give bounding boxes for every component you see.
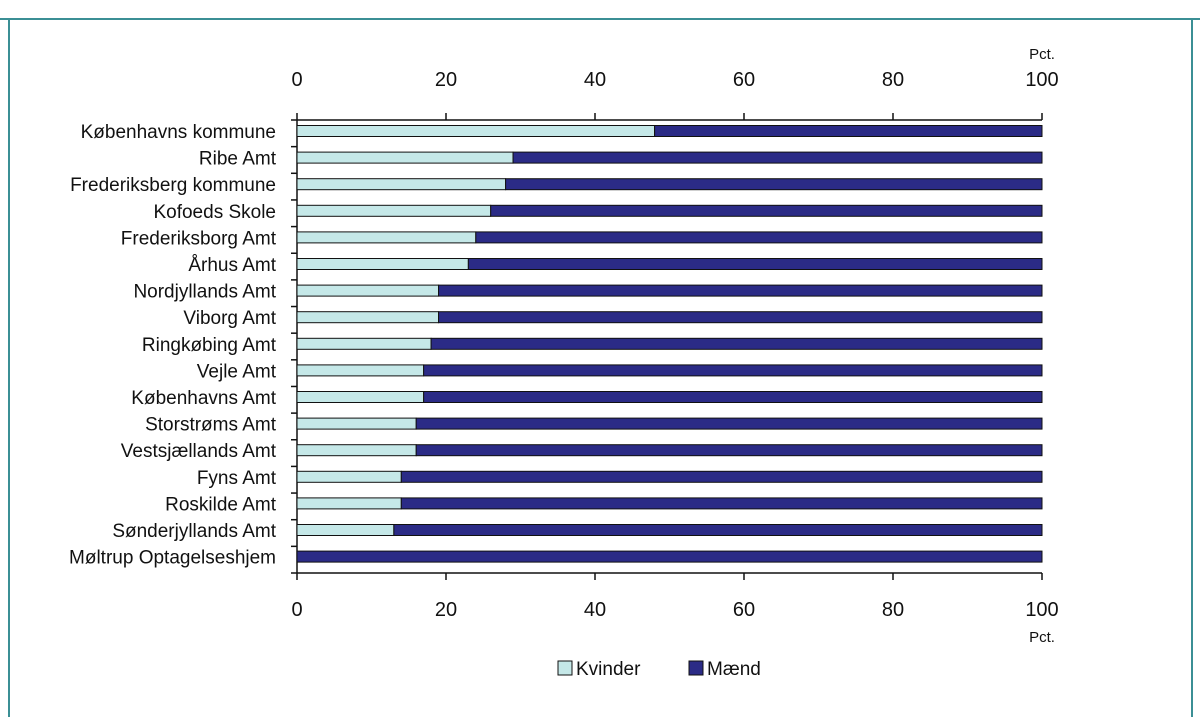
bar-maend bbox=[423, 391, 1043, 403]
bar-kvinder bbox=[296, 364, 425, 377]
category-label: Roskilde Amt bbox=[165, 494, 277, 515]
category-label: Ringkøbing Amt bbox=[142, 335, 277, 356]
category-label: Storstrøms Amt bbox=[145, 415, 277, 436]
x-tick-label-bottom: 20 bbox=[435, 599, 457, 621]
bar-kvinder bbox=[296, 284, 440, 297]
bar-kvinder bbox=[296, 391, 425, 403]
bar-kvinder bbox=[296, 417, 417, 430]
bar-maend bbox=[505, 178, 1043, 191]
bar-maend bbox=[423, 364, 1043, 377]
legend-label-maend: Mænd bbox=[707, 659, 761, 680]
x-axis-ticks: 0 0 20 20 40 40 60 60 80 80 100 100 bbox=[291, 69, 1058, 621]
legend-swatch-kvinder bbox=[557, 660, 573, 676]
bar-maend bbox=[475, 231, 1043, 244]
bar-kvinder bbox=[296, 524, 395, 536]
x-tick-label-top: 0 bbox=[291, 69, 302, 91]
legend-swatch-maend bbox=[688, 660, 704, 676]
bar-maend bbox=[512, 151, 1043, 164]
category-labels: Københavns kommune Ribe Amt Frederiksberg … bbox=[69, 122, 277, 569]
bar-maend bbox=[430, 337, 1043, 350]
bottom-axis-unit: Pct. bbox=[1029, 629, 1055, 646]
bar-maend bbox=[393, 524, 1043, 536]
bar-maend bbox=[296, 550, 1043, 563]
bar-kvinder bbox=[296, 444, 417, 457]
legend: Kvinder Mænd bbox=[557, 659, 761, 680]
bar-kvinder bbox=[296, 497, 402, 510]
category-label: Fyns Amt bbox=[197, 468, 277, 489]
category-label: Frederiksberg kommune bbox=[70, 175, 276, 196]
bar-maend bbox=[415, 444, 1043, 457]
category-label: Københavns Amt bbox=[131, 388, 276, 409]
category-label: Sønderjyllands Amt bbox=[112, 521, 276, 542]
category-label: Københavns kommune bbox=[81, 122, 276, 143]
bar-maend bbox=[654, 125, 1043, 137]
x-tick-label-top: 60 bbox=[733, 69, 755, 91]
category-label: Frederiksborg Amt bbox=[121, 228, 277, 249]
x-tick-label-bottom: 0 bbox=[291, 599, 302, 621]
x-tick-label-bottom: 100 bbox=[1025, 599, 1058, 621]
top-axis-unit: Pct. bbox=[1029, 46, 1055, 63]
bar-kvinder bbox=[296, 311, 440, 324]
category-label: Århus Amt bbox=[188, 255, 276, 276]
bar-kvinder bbox=[296, 231, 477, 244]
x-tick-label-top: 80 bbox=[882, 69, 904, 91]
category-label: Vestsjællands Amt bbox=[121, 441, 277, 462]
bar-maend bbox=[467, 258, 1043, 270]
bars bbox=[296, 125, 1043, 563]
x-tick-label-top: 20 bbox=[435, 69, 457, 91]
bar-kvinder bbox=[296, 470, 402, 483]
bar-maend bbox=[400, 470, 1043, 483]
bar-kvinder bbox=[296, 337, 432, 350]
category-label: Vejle Amt bbox=[197, 361, 277, 382]
x-tick-label-bottom: 40 bbox=[584, 599, 606, 621]
category-label: Viborg Amt bbox=[183, 308, 276, 329]
category-label: Ribe Amt bbox=[199, 149, 277, 170]
bar-maend bbox=[400, 497, 1043, 510]
bar-maend bbox=[438, 284, 1043, 297]
bar-kvinder bbox=[296, 151, 514, 164]
bar-maend bbox=[490, 204, 1043, 217]
x-tick-label-top: 40 bbox=[584, 69, 606, 91]
bar-kvinder bbox=[296, 258, 469, 270]
bar-kvinder bbox=[296, 125, 656, 137]
bar-maend bbox=[415, 417, 1043, 430]
category-label: Kofoeds Skole bbox=[153, 202, 276, 223]
bar-kvinder bbox=[296, 178, 507, 191]
x-tick-label-top: 100 bbox=[1025, 69, 1058, 91]
bar-maend bbox=[438, 311, 1043, 324]
x-tick-label-bottom: 60 bbox=[733, 599, 755, 621]
category-label: Møltrup Optagelseshjem bbox=[69, 548, 276, 569]
bar-kvinder bbox=[296, 204, 492, 217]
category-label: Nordjyllands Amt bbox=[133, 282, 276, 303]
y-axis-ticks bbox=[291, 119, 297, 574]
legend-label-kvinder: Kvinder bbox=[576, 659, 641, 680]
x-tick-label-bottom: 80 bbox=[882, 599, 904, 621]
